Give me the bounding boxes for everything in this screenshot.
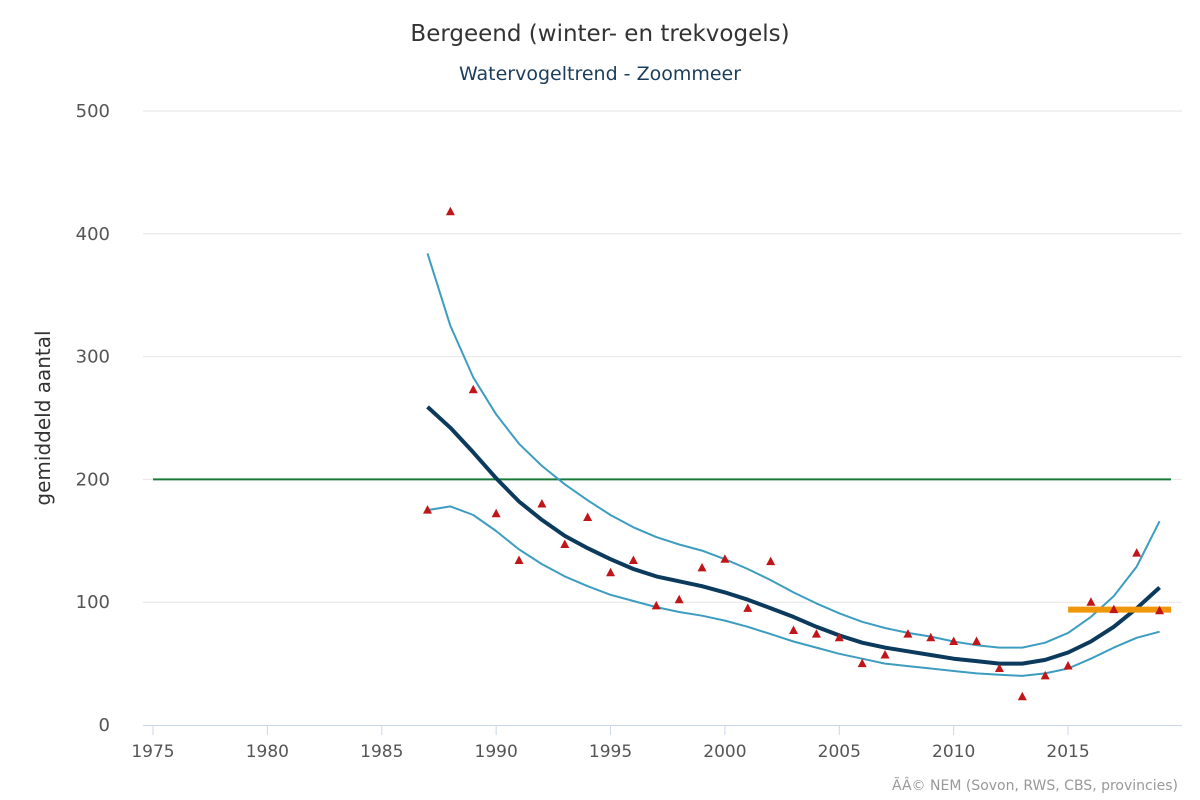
observed-point[interactable] [789, 625, 799, 634]
y-axis: 0 100 200 300 400 500 [76, 101, 110, 736]
lower-bound-line[interactable] [427, 505, 1160, 677]
x-tick-label: 2015 [1046, 742, 1089, 762]
observed-point[interactable] [445, 206, 455, 216]
gridlines [143, 110, 1182, 603]
observed-point[interactable] [926, 632, 936, 642]
x-axis: 1975 1980 1985 1990 1995 2000 2005 2010 2015 [131, 725, 1182, 762]
y-tick-label: 100 [76, 592, 110, 613]
points-group [423, 206, 1165, 701]
observed-point[interactable] [994, 663, 1004, 673]
observed-point[interactable] [743, 603, 753, 612]
observed-point[interactable] [1132, 548, 1142, 557]
series-group [426, 253, 1171, 677]
observed-point[interactable] [720, 554, 730, 563]
observed-point[interactable] [491, 508, 501, 518]
observed-point[interactable] [1155, 605, 1165, 615]
observed-point[interactable] [1109, 604, 1119, 614]
observed-point[interactable] [423, 505, 433, 514]
chart-subtitle: Watervogeltrend - Zoommeer [459, 63, 741, 85]
observed-point[interactable] [857, 658, 867, 668]
observed-point[interactable] [1063, 661, 1073, 670]
observed-point[interactable] [1017, 691, 1027, 701]
observed-point[interactable] [514, 555, 524, 564]
observed-point[interactable] [537, 498, 547, 508]
upper-bound-line[interactable] [426, 253, 1161, 649]
y-tick-label: 200 [76, 469, 110, 490]
y-tick-label: 0 [99, 715, 110, 736]
observed-point[interactable] [766, 556, 776, 566]
x-tick-label: 1985 [360, 742, 403, 762]
trend-line[interactable] [426, 405, 1161, 666]
observed-point[interactable] [651, 600, 661, 610]
observed-point[interactable] [697, 562, 707, 572]
observed-point[interactable] [674, 594, 684, 604]
observed-point[interactable] [468, 384, 478, 394]
y-tick-label: 500 [76, 101, 110, 122]
x-tick-label: 1980 [246, 742, 289, 762]
x-tick-label: 1975 [131, 742, 174, 762]
observed-point[interactable] [811, 629, 821, 638]
x-tick-label: 2005 [818, 742, 861, 762]
y-axis-label: gemiddeld aantal [31, 330, 55, 505]
observed-point[interactable] [903, 629, 913, 638]
observed-point[interactable] [880, 650, 890, 659]
x-tick-label: 2000 [703, 742, 746, 762]
observed-point[interactable] [628, 555, 638, 564]
y-tick-label: 300 [76, 347, 110, 368]
credits[interactable]: ÃÂ© NEM (Sovon, RWS, CBS, provincies) [892, 776, 1178, 794]
observed-point[interactable] [606, 567, 616, 577]
observed-point[interactable] [583, 512, 593, 521]
observed-point[interactable] [1086, 597, 1096, 606]
x-tick-label: 2010 [932, 742, 975, 762]
observed-point[interactable] [1040, 670, 1050, 680]
observed-point[interactable] [949, 636, 959, 645]
observed-point[interactable] [972, 636, 982, 645]
x-tick-label: 1990 [475, 742, 518, 762]
x-tick-label: 1995 [589, 742, 632, 762]
observed-point[interactable] [834, 632, 844, 642]
y-tick-label: 400 [76, 224, 110, 245]
observed-point[interactable] [560, 539, 570, 548]
chart-title: Bergeend (winter- en trekvogels) [410, 21, 789, 47]
